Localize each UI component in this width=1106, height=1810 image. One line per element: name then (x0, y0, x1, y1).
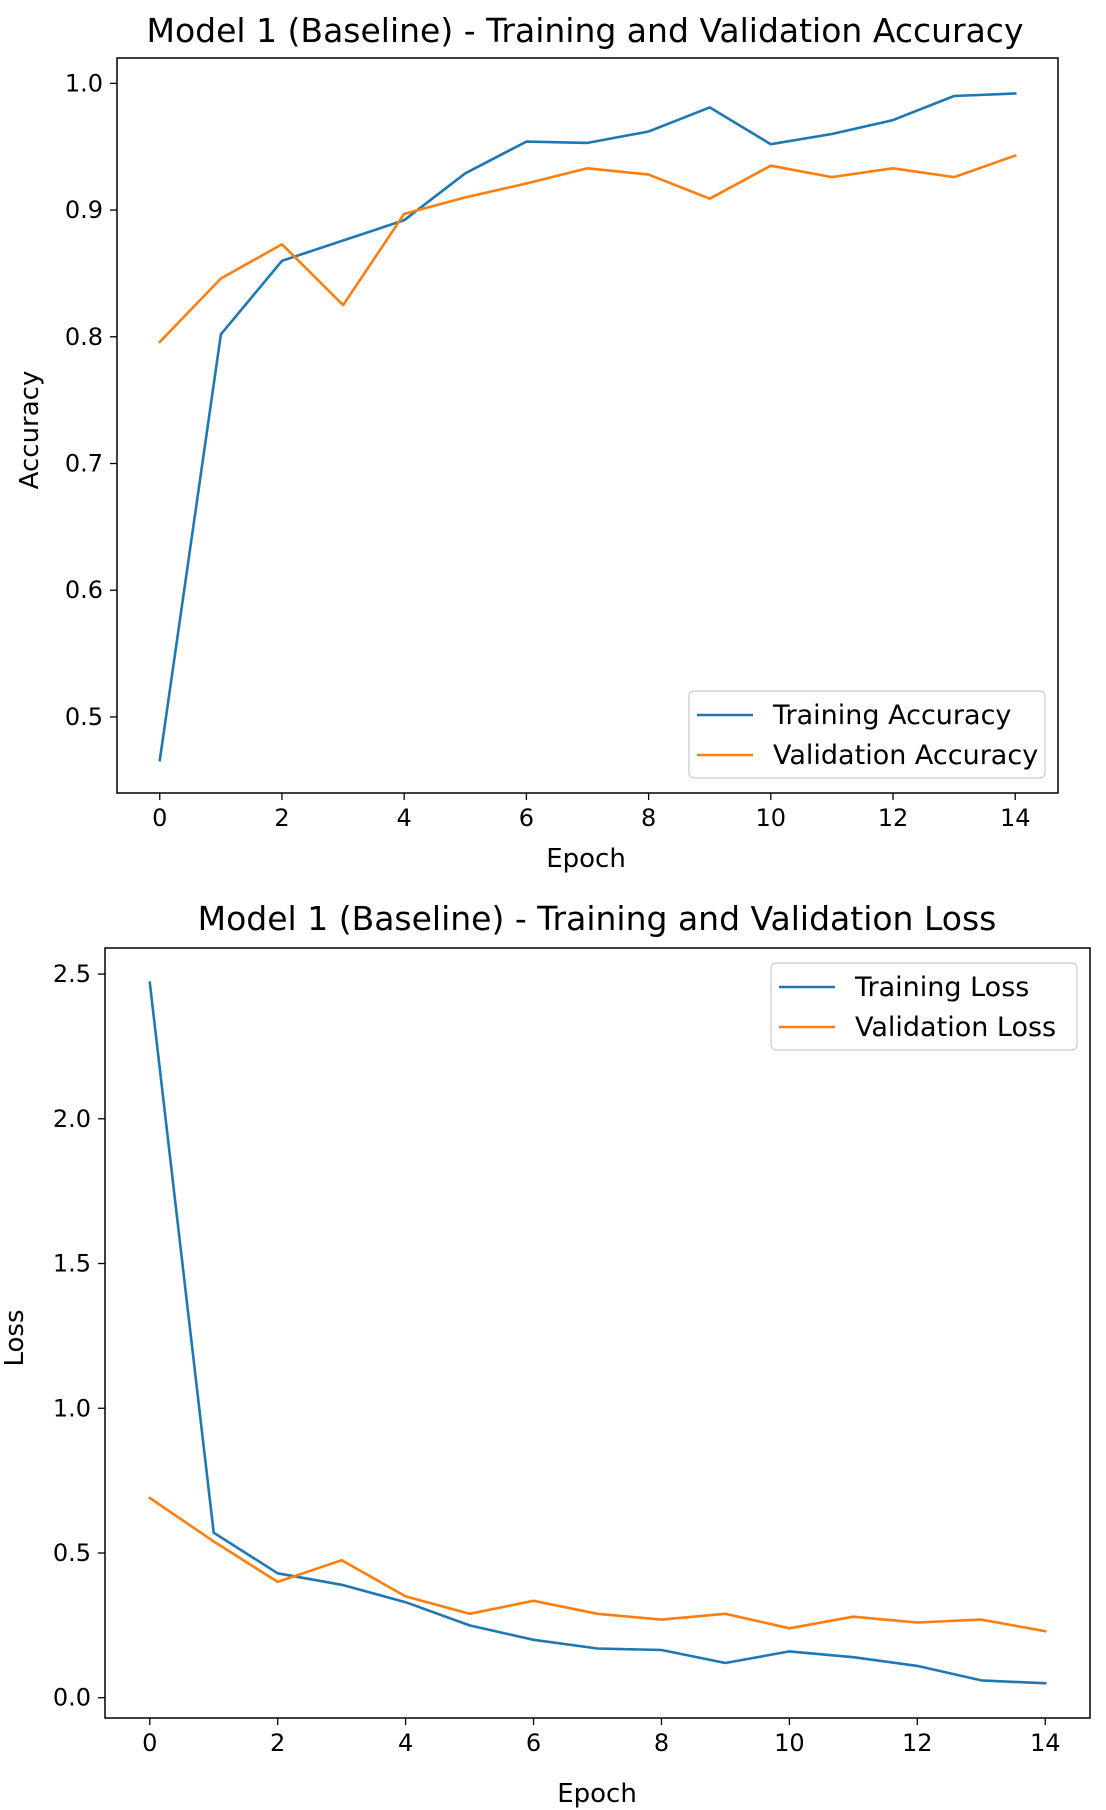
accuracy-chart-ticks: 0 2 4 6 8 10 12 14 0.5 0.6 0.7 0.8 0.9 1.0 (65, 69, 1031, 832)
accuracy-xtick-label: 2 (274, 804, 289, 832)
loss-chart-legend: Training Loss Validation Loss (770, 962, 1078, 1051)
accuracy-chart-ylabel: Accuracy (15, 371, 45, 490)
loss-ytick-label: 1.0 (53, 1394, 91, 1422)
loss-ytick-label: 2.0 (53, 1105, 91, 1133)
accuracy-xtick-label: 6 (519, 804, 534, 832)
accuracy-chart-plot-frame (116, 57, 1059, 794)
accuracy-chart-series (157, 92, 1017, 762)
loss-series-line-training-loss (148, 981, 1047, 1685)
loss-chart-plot-frame (104, 947, 1091, 1719)
accuracy-series-line-validation-accuracy (157, 153, 1017, 344)
accuracy-xtick-label: 10 (756, 804, 787, 832)
loss-xtick-label: 0 (142, 1729, 157, 1757)
loss-xtick-label: 10 (774, 1729, 805, 1757)
accuracy-xtick-label: 0 (152, 804, 167, 832)
accuracy-chart-legend: Training Accuracy Validation Accuracy (688, 690, 1046, 779)
loss-xtick-label: 14 (1030, 1729, 1061, 1757)
loss-legend-box (770, 962, 1078, 1051)
accuracy-ytick-label: 0.6 (65, 576, 103, 604)
accuracy-chart-xlabel: Epoch (546, 844, 626, 874)
accuracy-ytick-label: 1.0 (65, 69, 103, 97)
accuracy-ytick-label: 0.8 (65, 323, 103, 351)
loss-chart-series (147, 981, 1047, 1685)
loss-ytick-label: 1.5 (53, 1250, 91, 1278)
accuracy-xtick-label: 12 (878, 804, 909, 832)
accuracy-ytick-label: 0.9 (65, 196, 103, 224)
accuracy-chart-title: Model 1 (Baseline) - Training and Valida… (147, 11, 1024, 50)
loss-series-line-validation-loss (147, 1496, 1047, 1633)
loss-ytick-label: 0.0 (53, 1684, 91, 1712)
loss-xtick-label: 12 (902, 1729, 933, 1757)
accuracy-xtick-label: 8 (641, 804, 656, 832)
loss-chart-ylabel: Loss (0, 1309, 30, 1366)
accuracy-ytick-label: 0.5 (65, 703, 103, 731)
loss-chart: Model 1 (Baseline) - Training and Valida… (0, 899, 1091, 1809)
loss-xtick-label: 4 (398, 1729, 413, 1757)
accuracy-legend-box (688, 690, 1046, 779)
accuracy-legend-label: Validation Accuracy (773, 740, 1038, 771)
accuracy-ytick-label: 0.7 (65, 450, 103, 478)
loss-chart-ticks: 0 2 4 6 8 10 12 14 0.0 0.5 1.0 1.5 2.0 2.5 (53, 960, 1061, 1757)
loss-legend-label: Validation Loss (855, 1012, 1056, 1043)
accuracy-series-line-training-accuracy (158, 92, 1017, 762)
loss-xtick-label: 2 (270, 1729, 285, 1757)
accuracy-xtick-label: 4 (397, 804, 412, 832)
loss-chart-xlabel: Epoch (557, 1779, 637, 1809)
loss-xtick-label: 6 (526, 1729, 541, 1757)
accuracy-xtick-label: 14 (1000, 804, 1031, 832)
loss-ytick-label: 0.5 (53, 1539, 91, 1567)
loss-xtick-label: 8 (654, 1729, 669, 1757)
accuracy-chart: Model 1 (Baseline) - Training and Valida… (15, 11, 1059, 874)
loss-ytick-label: 2.5 (53, 960, 91, 988)
loss-chart-title: Model 1 (Baseline) - Training and Valida… (198, 899, 997, 938)
loss-legend-label: Training Loss (854, 972, 1029, 1003)
accuracy-legend-label: Training Accuracy (772, 700, 1011, 731)
